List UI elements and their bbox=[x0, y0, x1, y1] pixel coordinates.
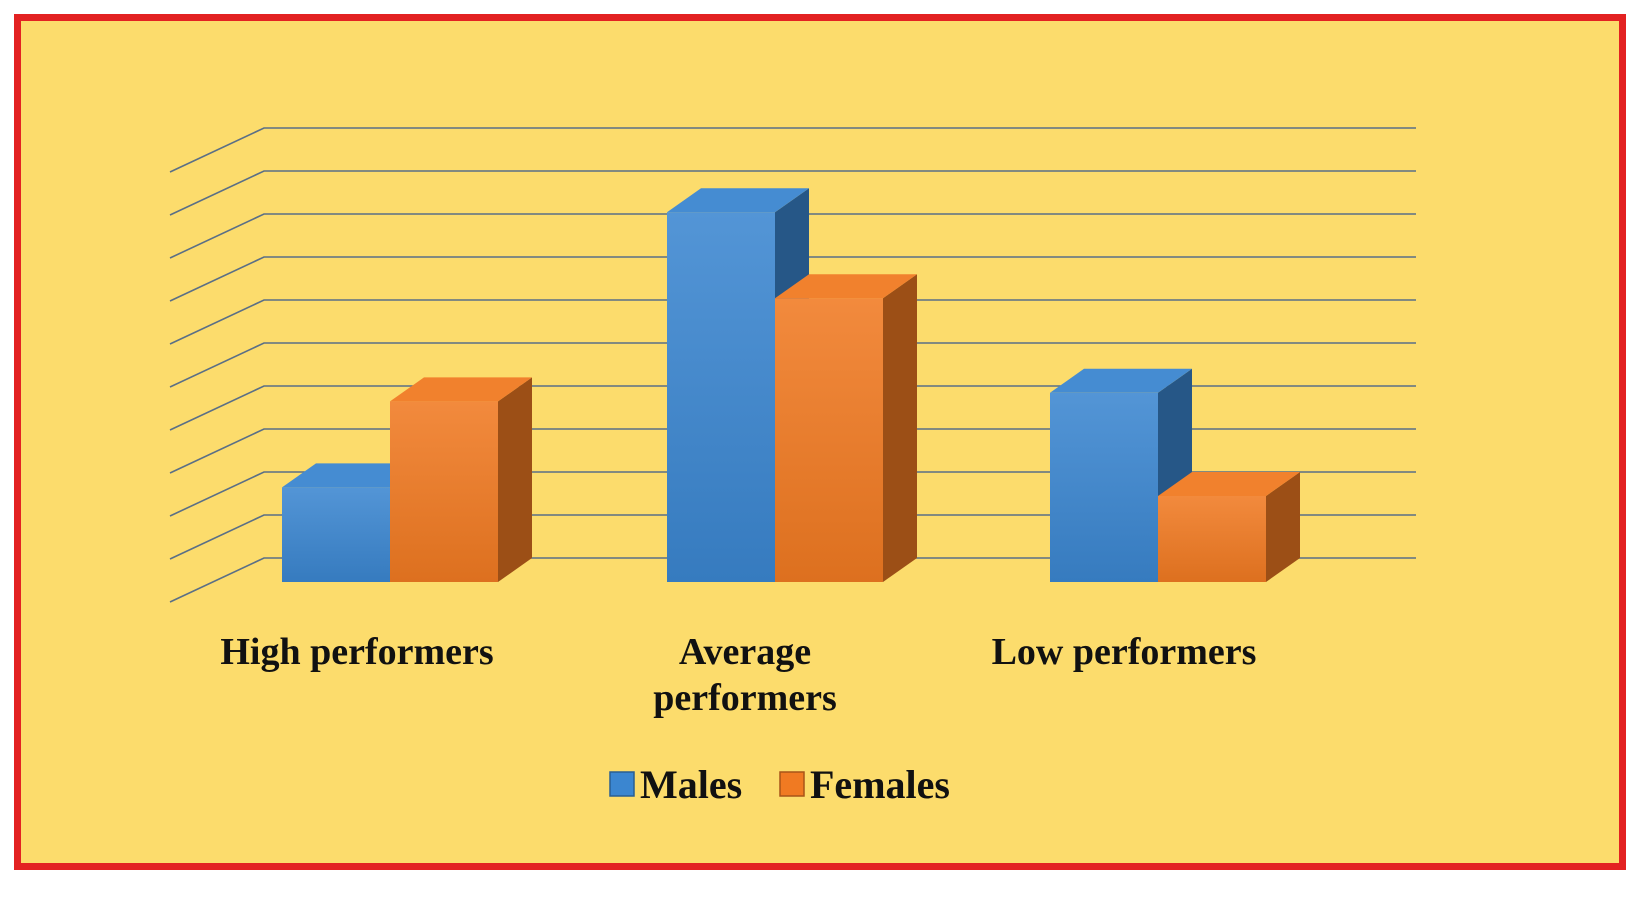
legend-label-males: Males bbox=[640, 762, 742, 807]
legend-label-females: Females bbox=[810, 762, 950, 807]
bar-females-side bbox=[883, 274, 917, 582]
gridline bbox=[169, 514, 1416, 560]
bar-females-front bbox=[390, 401, 498, 582]
bar-females-side bbox=[1266, 472, 1300, 582]
bar-females-top bbox=[1158, 472, 1300, 496]
gridline bbox=[169, 471, 1416, 517]
bar-males-top bbox=[1050, 368, 1192, 393]
gridline bbox=[169, 127, 1416, 173]
legend-swatch-males bbox=[609, 771, 635, 797]
gridline bbox=[169, 256, 1416, 302]
bar-males-top bbox=[282, 463, 424, 488]
bar-females-top bbox=[390, 377, 532, 402]
bar-females-front bbox=[1158, 496, 1266, 582]
gridline bbox=[169, 428, 1416, 474]
category-label: Low performers bbox=[992, 631, 1257, 673]
gridline bbox=[169, 213, 1416, 259]
gridline bbox=[169, 385, 1416, 431]
category-label: Average performers bbox=[653, 631, 837, 719]
bar-males-front bbox=[667, 212, 775, 582]
gridline bbox=[169, 557, 1416, 603]
bar-males-front bbox=[1050, 392, 1158, 582]
bar-males-top bbox=[667, 188, 809, 213]
gridline bbox=[169, 342, 1416, 388]
bar-males-front bbox=[282, 487, 390, 582]
bar-females-top bbox=[775, 274, 917, 299]
bar-females-side bbox=[498, 377, 532, 582]
category-label: High performers bbox=[220, 631, 493, 673]
bar-females-front bbox=[775, 298, 883, 582]
legend-swatch-females bbox=[779, 771, 805, 797]
gridline bbox=[169, 299, 1416, 345]
gridline bbox=[169, 170, 1416, 216]
